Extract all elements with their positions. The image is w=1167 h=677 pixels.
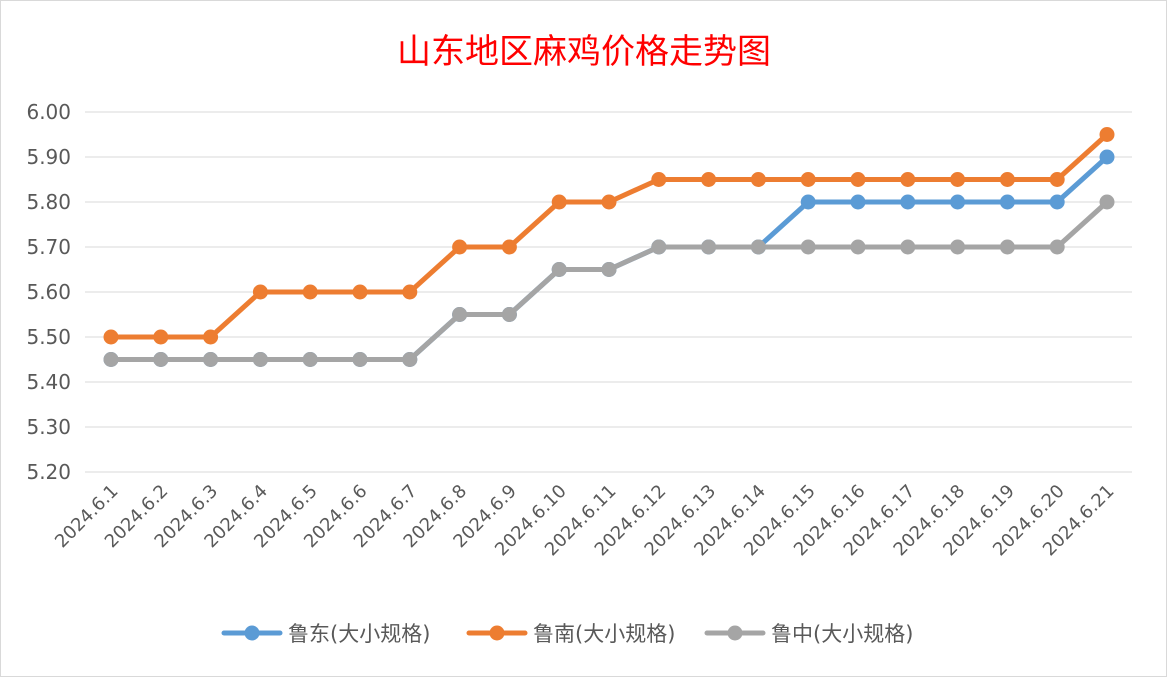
chart-title: 山东地区麻鸡价格走势图	[397, 32, 771, 72]
y-tick-label: 5.40	[26, 370, 71, 394]
data-point	[999, 172, 1015, 187]
data-point	[800, 194, 816, 210]
y-tick-label: 5.70	[26, 235, 71, 259]
data-point	[900, 194, 916, 210]
data-point	[452, 239, 468, 255]
data-point	[651, 172, 667, 187]
data-point	[701, 172, 717, 187]
data-point	[800, 172, 816, 187]
data-point	[1049, 172, 1065, 187]
y-tick-label: 5.30	[26, 415, 71, 439]
legend-label: 鲁东(大小规格)	[288, 622, 430, 646]
data-point	[203, 329, 219, 345]
data-point	[302, 284, 318, 300]
data-point	[900, 239, 916, 255]
data-point	[103, 352, 119, 367]
data-point	[1099, 149, 1115, 165]
series-line	[108, 154, 1110, 362]
data-point	[1099, 194, 1115, 210]
y-axis-ticks: 6.00 5.90 5.80 5.70 5.60 5.50 5.40 5.30 5.20	[26, 100, 71, 484]
data-point	[651, 239, 667, 255]
data-point	[402, 284, 418, 300]
legend: 鲁东(大小规格) 鲁南(大小规格) 鲁中(大小规格)	[221, 622, 913, 646]
y-tick-label: 5.80	[26, 190, 71, 214]
data-point	[1049, 194, 1065, 210]
data-point	[501, 307, 517, 322]
data-point	[252, 352, 268, 367]
data-point	[402, 352, 418, 367]
data-point	[1049, 239, 1065, 255]
data-point	[750, 172, 766, 187]
series-line	[108, 199, 1110, 362]
data-point	[999, 239, 1015, 255]
data-point	[950, 239, 966, 255]
y-tick-label: 5.90	[26, 145, 71, 169]
series-3	[103, 194, 1115, 367]
data-point	[850, 239, 866, 255]
data-point	[800, 239, 816, 255]
data-point	[950, 172, 966, 187]
legend-label: 鲁中(大小规格)	[771, 622, 913, 646]
data-point	[850, 172, 866, 187]
legend-marker	[244, 625, 260, 641]
data-point	[452, 307, 468, 322]
data-point	[601, 262, 617, 277]
y-tick-label: 6.00	[26, 100, 71, 124]
data-point	[153, 329, 169, 345]
data-point	[302, 352, 318, 367]
legend-label: 鲁南(大小规格)	[533, 622, 675, 646]
data-point	[501, 239, 517, 255]
data-point	[999, 194, 1015, 210]
series-2	[103, 127, 1115, 345]
data-point	[850, 194, 866, 210]
data-point	[701, 239, 717, 255]
data-point	[103, 329, 119, 345]
data-point	[601, 194, 617, 210]
x-axis-ticks: 2024.6.12024.6.22024.6.32024.6.42024.6.5…	[51, 481, 1119, 561]
legend-item: 鲁南(大小规格)	[466, 622, 675, 646]
y-tick-label: 5.50	[26, 325, 71, 349]
series-layer	[103, 127, 1115, 367]
data-point	[252, 284, 268, 300]
y-tick-label: 5.60	[26, 280, 71, 304]
legend-marker	[727, 625, 743, 641]
y-tick-label: 5.20	[26, 460, 71, 484]
data-point	[203, 352, 219, 367]
data-point	[900, 172, 916, 187]
data-point	[551, 194, 567, 210]
grid-layer	[85, 111, 1132, 473]
legend-marker	[489, 625, 505, 641]
data-point	[153, 352, 169, 367]
legend-item: 鲁中(大小规格)	[704, 622, 913, 646]
data-point	[950, 194, 966, 210]
series-line	[108, 132, 1110, 340]
data-point	[1099, 127, 1115, 142]
data-point	[352, 284, 368, 300]
data-point	[352, 352, 368, 367]
legend-item: 鲁东(大小规格)	[221, 622, 430, 646]
data-point	[551, 262, 567, 277]
data-point	[750, 239, 766, 255]
